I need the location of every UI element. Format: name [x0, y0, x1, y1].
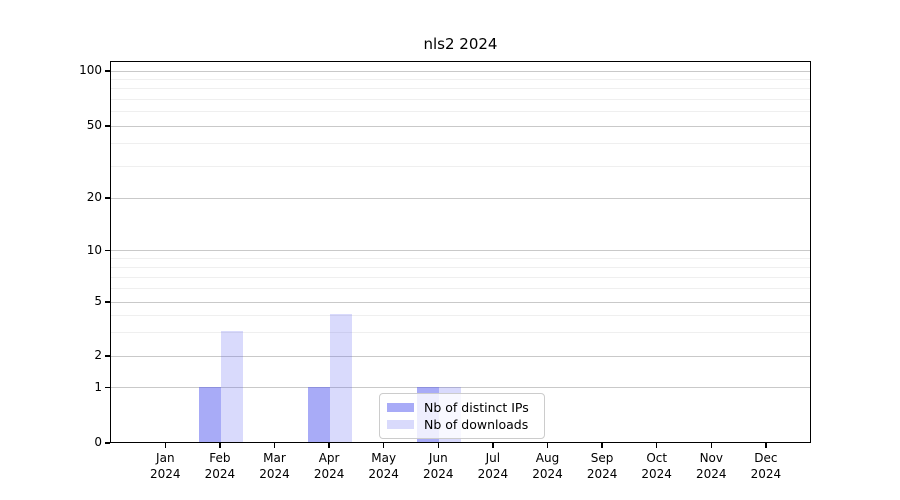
bar-distinct-ips — [198, 387, 221, 442]
major-gridline — [111, 125, 810, 127]
minor-gridline — [111, 165, 810, 167]
x-tick-mark — [710, 443, 713, 448]
legend-swatch-downloads-icon — [387, 420, 414, 429]
major-gridline — [111, 70, 810, 72]
minor-gridline — [111, 143, 810, 145]
x-tick-label: Nov 2024 — [696, 451, 727, 481]
y-tick-mark — [105, 301, 110, 303]
minor-gridline — [111, 111, 810, 113]
major-gridline — [111, 250, 810, 252]
x-tick-mark — [546, 443, 549, 448]
minor-gridline — [111, 88, 810, 90]
major-gridline — [111, 301, 810, 303]
y-tick-mark — [105, 197, 110, 199]
y-tick-mark — [105, 355, 110, 357]
x-tick-label: Jan 2024 — [150, 451, 181, 481]
y-tick-label: 100 — [79, 63, 102, 77]
x-tick-label: Aug 2024 — [532, 451, 563, 481]
y-tick-label: 1 — [94, 379, 102, 394]
minor-gridline — [111, 266, 810, 268]
minor-gridline — [111, 288, 810, 289]
x-tick-label: Jun 2024 — [423, 451, 454, 481]
minor-gridline — [111, 78, 810, 80]
minor-gridline — [111, 314, 810, 316]
x-tick-label: Oct 2024 — [641, 451, 672, 481]
y-tick-mark — [105, 442, 110, 444]
x-tick-mark — [382, 443, 385, 448]
y-tick-mark — [105, 386, 110, 389]
x-tick-mark — [164, 443, 167, 448]
x-tick-mark — [219, 443, 221, 448]
y-tick-mark — [105, 125, 110, 127]
plot-area: Nb of distinct IPs Nb of downloads — [110, 61, 811, 443]
legend-label-downloads: Nb of downloads — [424, 417, 529, 432]
minor-gridline — [111, 331, 810, 333]
x-tick-label: May 2024 — [368, 451, 399, 481]
x-tick-mark — [492, 443, 494, 448]
y-tick-label: 0 — [94, 435, 102, 449]
y-tick-label: 2 — [94, 348, 102, 363]
bar-downloads — [330, 314, 353, 442]
x-tick-label: Dec 2024 — [750, 451, 782, 481]
x-tick-label: Sep 2024 — [586, 451, 618, 481]
x-tick-mark — [601, 443, 603, 448]
bar-downloads — [220, 331, 243, 442]
x-tick-mark — [765, 443, 767, 448]
bar-distinct-ips — [308, 387, 331, 442]
y-tick-label: 10 — [86, 242, 102, 257]
major-gridline — [111, 355, 810, 357]
minor-gridline — [111, 98, 810, 100]
minor-gridline — [111, 276, 810, 278]
y-tick-label: 20 — [86, 190, 102, 205]
x-tick-mark — [437, 443, 440, 448]
y-tick-mark — [105, 70, 110, 72]
x-tick-label: Apr 2024 — [313, 451, 345, 481]
major-gridline — [111, 387, 810, 389]
x-tick-label: Feb 2024 — [204, 451, 236, 481]
x-tick-mark — [328, 443, 330, 448]
legend-swatch-distinct-ips-icon — [387, 403, 414, 412]
x-tick-label: Mar 2024 — [259, 451, 290, 481]
y-tick-label: 5 — [94, 294, 102, 308]
major-gridline — [111, 197, 810, 199]
x-tick-label: Jul 2024 — [477, 451, 509, 481]
minor-gridline — [111, 257, 810, 259]
y-tick-mark — [105, 249, 110, 252]
legend: Nb of distinct IPs Nb of downloads — [379, 393, 545, 439]
y-tick-label: 50 — [86, 118, 102, 133]
x-tick-mark — [273, 443, 276, 448]
x-tick-mark — [655, 443, 658, 448]
legend-label-distinct-ips: Nb of distinct IPs — [424, 400, 529, 415]
chart-title: nls2 2024 — [423, 35, 498, 53]
legend-item-distinct-ips: Nb of distinct IPs — [387, 400, 536, 415]
legend-item-downloads: Nb of downloads — [387, 417, 536, 432]
